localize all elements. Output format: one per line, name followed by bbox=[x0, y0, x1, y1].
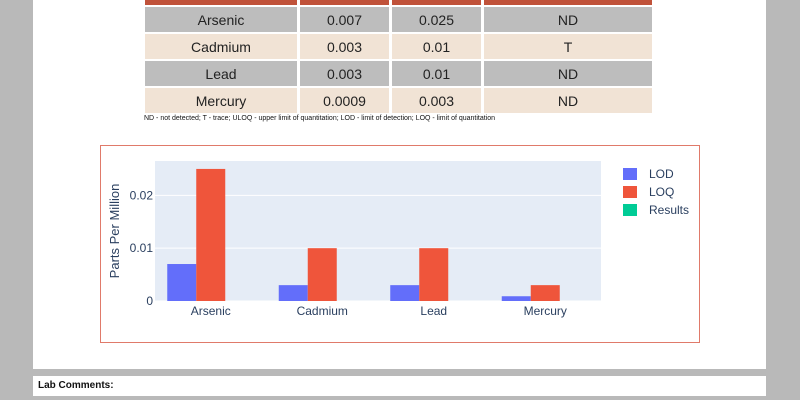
table-header-strip bbox=[145, 0, 655, 5]
x-tick-label: Arsenic bbox=[191, 304, 231, 318]
analyte-cell: Arsenic bbox=[145, 7, 297, 32]
bar-loq-mercury bbox=[530, 285, 560, 301]
analyte-cell: Cadmium bbox=[145, 34, 297, 59]
bar-loq-lead bbox=[419, 248, 449, 301]
bar-loq-arsenic bbox=[196, 168, 226, 301]
table-row: Cadmium 0.003 0.01 T bbox=[145, 34, 655, 59]
legend-label-loq: LOQ bbox=[649, 185, 674, 199]
table-row: Mercury 0.0009 0.003 ND bbox=[145, 88, 655, 113]
bar-chart: 0 0.01 0.02 Parts Per Million Arsenic Cadmium… bbox=[107, 161, 689, 318]
legend-label-results: Results bbox=[649, 203, 689, 217]
analyte-cell: Lead bbox=[145, 61, 297, 86]
loq-cell: 0.003 bbox=[392, 88, 481, 113]
loq-cell: 0.01 bbox=[392, 34, 481, 59]
y-tick-label: 0.02 bbox=[130, 188, 154, 202]
x-tick-label: Mercury bbox=[524, 304, 567, 318]
bar-lod-lead bbox=[390, 285, 420, 301]
plot-area bbox=[155, 161, 601, 301]
legend-label-lod: LOD bbox=[649, 167, 674, 181]
lod-cell: 0.003 bbox=[300, 61, 389, 86]
lab-comments-section: Lab Comments: bbox=[33, 376, 766, 396]
lab-comments-label: Lab Comments: bbox=[38, 380, 114, 391]
y-tick-label: 0 bbox=[146, 294, 153, 308]
result-cell: ND bbox=[484, 61, 652, 86]
y-tick-label: 0.01 bbox=[130, 241, 154, 255]
analyte-cell: Mercury bbox=[145, 88, 297, 113]
chart-container: 0 0.01 0.02 Parts Per Million Arsenic Cadmium… bbox=[100, 145, 700, 343]
y-axis-label: Parts Per Million bbox=[107, 184, 122, 279]
lod-cell: 0.007 bbox=[300, 7, 389, 32]
loq-cell: 0.01 bbox=[392, 61, 481, 86]
loq-cell: 0.025 bbox=[392, 7, 481, 32]
result-cell: ND bbox=[484, 7, 652, 32]
x-tick-label: Lead bbox=[420, 304, 447, 318]
table-row: Lead 0.003 0.01 ND bbox=[145, 61, 655, 86]
lod-cell: 0.0009 bbox=[300, 88, 389, 113]
legend-swatch-results bbox=[623, 204, 637, 216]
legend-swatch-loq bbox=[623, 186, 637, 198]
x-tick-label: Cadmium bbox=[297, 304, 348, 318]
lod-cell: 0.003 bbox=[300, 34, 389, 59]
bar-lod-arsenic bbox=[167, 264, 197, 301]
bar-lod-mercury bbox=[501, 296, 531, 301]
table-footnote: ND - not detected; T - trace; ULOQ - upp… bbox=[144, 115, 496, 122]
result-cell: T bbox=[484, 34, 652, 59]
result-cell: ND bbox=[484, 88, 652, 113]
bar-lod-cadmium bbox=[278, 285, 308, 301]
bar-loq-cadmium bbox=[307, 248, 337, 301]
legend-swatch-lod bbox=[623, 168, 637, 180]
table-row: Arsenic 0.007 0.025 ND bbox=[145, 7, 655, 32]
